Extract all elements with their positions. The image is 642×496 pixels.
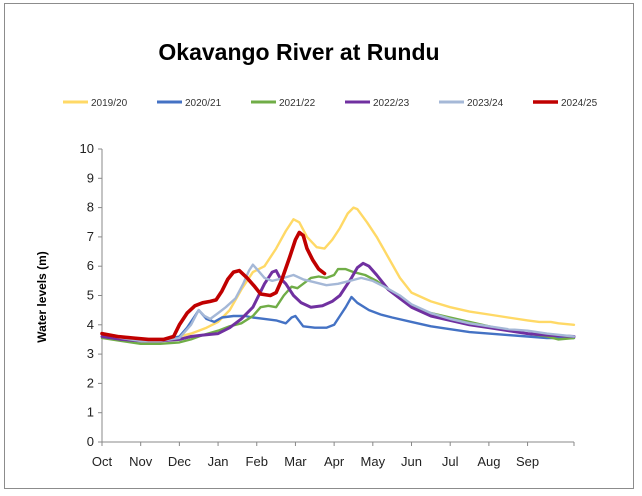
legend-label: 2024/25 — [561, 98, 598, 109]
legend-label: 2019/20 — [91, 98, 128, 109]
series-line-2021-22 — [100, 267, 576, 345]
y-tick-label: 7 — [87, 229, 94, 244]
x-tick-label: Feb — [246, 454, 268, 469]
x-tick-label: Mar — [284, 454, 307, 469]
y-tick-label: 1 — [87, 405, 94, 420]
x-tick-label: Apr — [324, 454, 345, 469]
y-tick-label: 4 — [87, 317, 94, 332]
x-tick-label: Jul — [442, 454, 459, 469]
chart-title: Okavango River at Rundu — [158, 39, 439, 65]
y-tick-label: 2 — [87, 375, 94, 390]
y-tick-label: 10 — [80, 141, 94, 156]
legend-label: 2021/22 — [279, 98, 316, 109]
y-tick-label: 9 — [87, 170, 94, 185]
y-axis-label: Water levels (m) — [35, 251, 49, 343]
x-tick-label: Dec — [168, 454, 192, 469]
x-tick-label: May — [361, 454, 386, 469]
legend: 2019/20 2020/21 2021/22 2022/23 2023/24 2024/… — [63, 98, 598, 109]
x-tick-label: Jun — [401, 454, 422, 469]
series-line-2023-24 — [100, 263, 576, 343]
series-line-2022-23 — [100, 261, 576, 343]
legend-label: 2022/23 — [373, 98, 410, 109]
y-tick-label: 5 — [87, 288, 94, 303]
y-tick-label: 0 — [87, 434, 94, 449]
x-tick-label: Nov — [129, 454, 153, 469]
legend-label: 2020/21 — [185, 98, 222, 109]
series-line-2024-25 — [100, 230, 327, 342]
x-tick-label: Sep — [516, 454, 539, 469]
axes: 0 1 2 3 4 5 6 7 8 9 10 Oct Nov Dec Jan Feb Mar Apr May Jun… — [80, 141, 575, 469]
y-tick-label: 3 — [87, 346, 94, 361]
chart-frame: Okavango River at Rundu 2019/20 2020/21 20… — [4, 3, 634, 489]
legend-label: 2023/24 — [467, 98, 504, 109]
x-tick-label: Jan — [208, 454, 229, 469]
chart-canvas: Okavango River at Rundu 2019/20 2020/21 20… — [35, 39, 598, 469]
x-tick-labels: Oct Nov Dec Jan Feb Mar Apr May Jun Jul Aug Sep — [92, 442, 575, 469]
y-tick-label: 8 — [87, 200, 94, 215]
series-layer — [100, 206, 576, 345]
series-line-2019-20 — [100, 206, 576, 341]
x-tick-label: Aug — [477, 454, 500, 469]
x-tick-label: Oct — [92, 454, 113, 469]
y-tick-labels: 0 1 2 3 4 5 6 7 8 9 10 — [80, 141, 102, 449]
y-tick-label: 6 — [87, 258, 94, 273]
